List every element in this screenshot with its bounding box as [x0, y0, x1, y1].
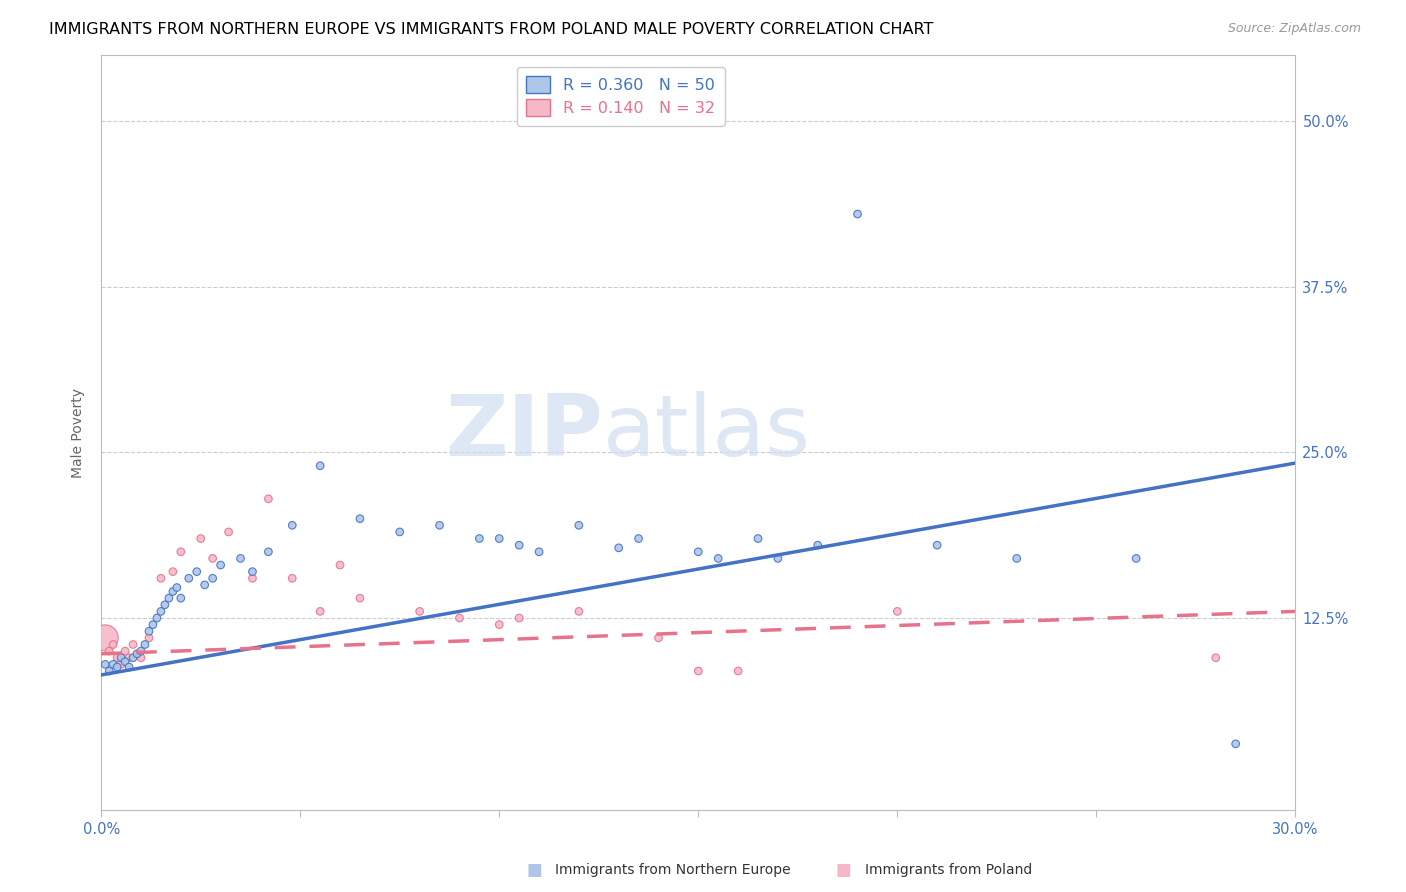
Y-axis label: Male Poverty: Male Poverty	[72, 388, 86, 477]
Point	[170, 545, 193, 559]
Point	[707, 551, 730, 566]
Point	[190, 532, 212, 546]
Point	[747, 532, 769, 546]
Point	[309, 604, 332, 618]
Point	[607, 541, 630, 555]
Point	[508, 538, 530, 552]
Point	[329, 558, 352, 572]
Point	[166, 581, 188, 595]
Point	[257, 491, 280, 506]
Text: atlas: atlas	[603, 391, 811, 474]
Point	[568, 518, 591, 533]
Point	[105, 660, 128, 674]
Point	[927, 538, 949, 552]
Point	[114, 644, 136, 658]
Point	[118, 650, 141, 665]
Point	[170, 591, 193, 606]
Point	[229, 551, 252, 566]
Point	[1205, 650, 1227, 665]
Point	[129, 644, 152, 658]
Point	[1125, 551, 1147, 566]
Point	[508, 611, 530, 625]
Point	[146, 611, 169, 625]
Point	[122, 650, 145, 665]
Point	[766, 551, 789, 566]
Point	[122, 638, 145, 652]
Point	[125, 647, 148, 661]
Point	[142, 617, 165, 632]
Point	[627, 532, 650, 546]
Point	[201, 551, 224, 566]
Text: ZIP: ZIP	[446, 391, 603, 474]
Point	[688, 664, 710, 678]
Point	[408, 604, 430, 618]
Point	[94, 657, 117, 672]
Text: IMMIGRANTS FROM NORTHERN EUROPE VS IMMIGRANTS FROM POLAND MALE POVERTY CORRELATI: IMMIGRANTS FROM NORTHERN EUROPE VS IMMIG…	[49, 22, 934, 37]
Legend: R = 0.360   N = 50, R = 0.140   N = 32: R = 0.360 N = 50, R = 0.140 N = 32	[517, 67, 724, 126]
Point	[688, 545, 710, 559]
Point	[429, 518, 451, 533]
Point	[157, 591, 180, 606]
Point	[727, 664, 749, 678]
Point	[1005, 551, 1028, 566]
Point	[153, 598, 176, 612]
Point	[105, 650, 128, 665]
Point	[807, 538, 830, 552]
Point	[242, 571, 264, 585]
Point	[349, 591, 371, 606]
Text: Immigrants from Poland: Immigrants from Poland	[865, 863, 1032, 877]
Point	[186, 565, 208, 579]
Point	[134, 638, 156, 652]
Text: ■: ■	[526, 861, 543, 879]
Point	[138, 624, 160, 639]
Point	[114, 655, 136, 669]
Point	[162, 584, 184, 599]
Point	[488, 532, 510, 546]
Point	[218, 524, 240, 539]
Point	[201, 571, 224, 585]
Point	[527, 545, 550, 559]
Point	[568, 604, 591, 618]
Point	[101, 638, 124, 652]
Text: Immigrants from Northern Europe: Immigrants from Northern Europe	[555, 863, 792, 877]
Point	[98, 644, 121, 658]
Point	[257, 545, 280, 559]
Point	[177, 571, 200, 585]
Point	[110, 657, 132, 672]
Point	[162, 565, 184, 579]
Point	[281, 518, 304, 533]
Point	[449, 611, 471, 625]
Point	[281, 571, 304, 585]
Point	[886, 604, 908, 618]
Point	[242, 565, 264, 579]
Text: Source: ZipAtlas.com: Source: ZipAtlas.com	[1227, 22, 1361, 36]
Point	[846, 207, 869, 221]
Point	[309, 458, 332, 473]
Point	[149, 604, 172, 618]
Point	[647, 631, 669, 645]
Point	[488, 617, 510, 632]
Point	[209, 558, 232, 572]
Point	[129, 650, 152, 665]
Point	[138, 631, 160, 645]
Point	[110, 650, 132, 665]
Point	[468, 532, 491, 546]
Text: ■: ■	[835, 861, 852, 879]
Point	[388, 524, 411, 539]
Point	[1225, 737, 1247, 751]
Point	[118, 660, 141, 674]
Point	[98, 664, 121, 678]
Point	[149, 571, 172, 585]
Point	[194, 578, 217, 592]
Point	[349, 511, 371, 525]
Point	[94, 631, 117, 645]
Point	[101, 657, 124, 672]
